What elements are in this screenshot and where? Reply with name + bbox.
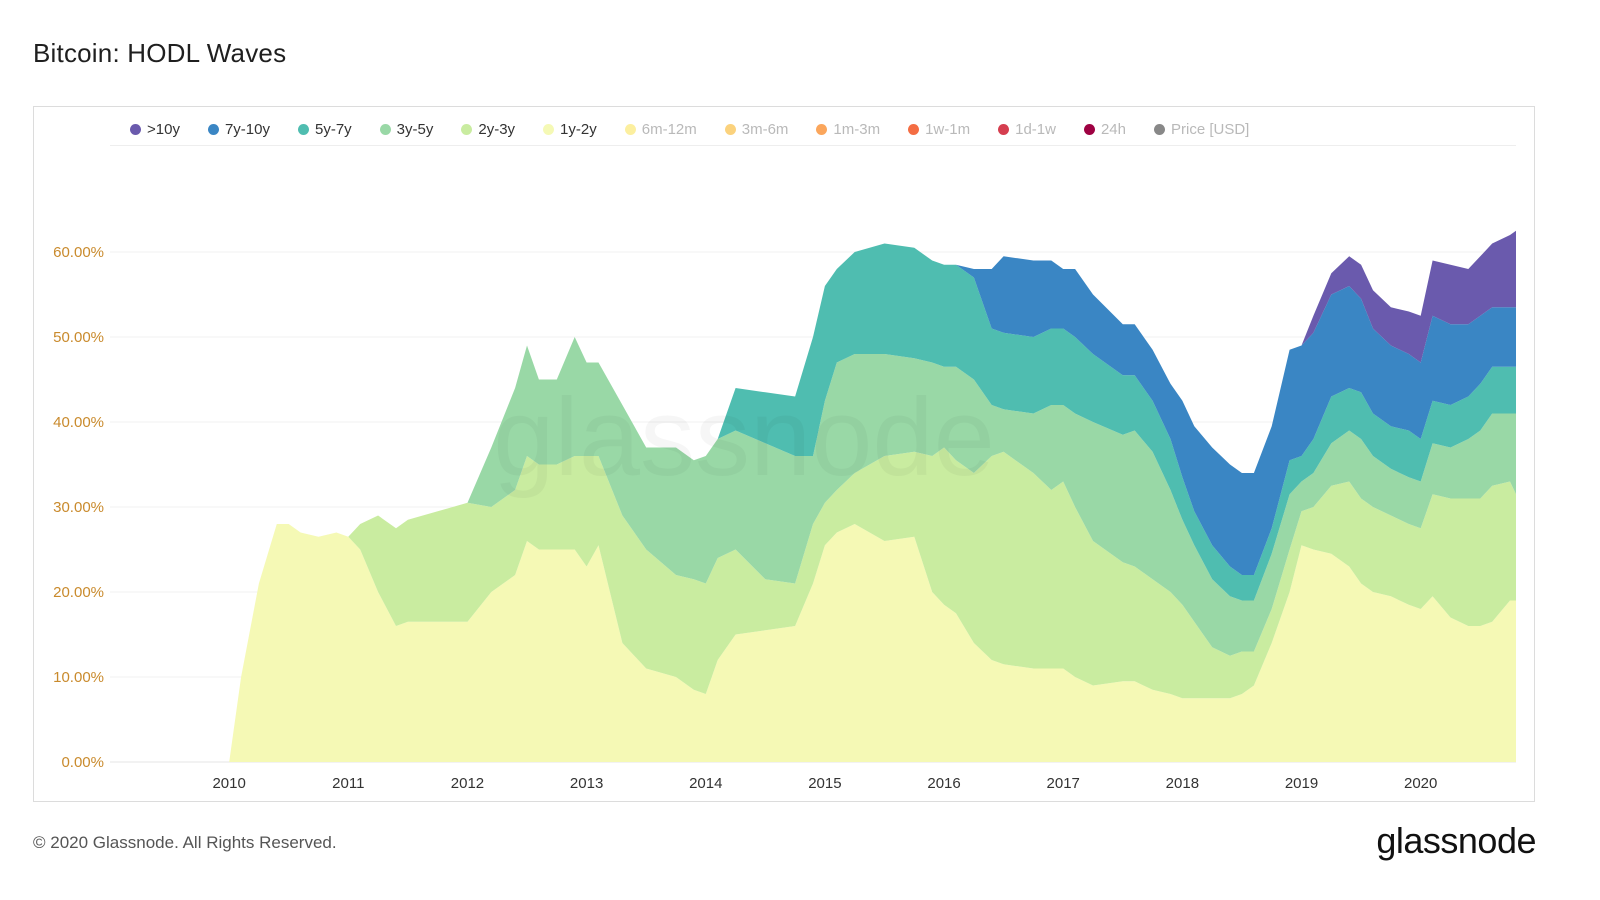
area-series-3y-5y bbox=[229, 337, 1517, 762]
y-tick-label: 0.00% bbox=[61, 754, 104, 771]
legend-item[interactable]: 5y-7y bbox=[297, 120, 352, 138]
legend-item[interactable]: 1y-2y bbox=[543, 121, 597, 138]
copyright-text: © 2020 Glassnode. All Rights Reserved. bbox=[33, 833, 337, 852]
x-tick-label: 2014 bbox=[689, 775, 722, 792]
legend-swatch bbox=[130, 123, 141, 135]
legend-item[interactable]: 1w-1m bbox=[908, 121, 970, 138]
legend-label: >10y bbox=[147, 120, 180, 138]
y-tick-label: 40.00% bbox=[53, 414, 104, 431]
x-tick-label: 2013 bbox=[570, 775, 603, 792]
legend-swatch bbox=[998, 123, 1010, 135]
x-tick-label: 2019 bbox=[1285, 775, 1318, 792]
legend-item[interactable]: 24h bbox=[1083, 120, 1126, 138]
chart-legend: >10y 7y-10y 5y-7y 3y-5y 2y-3y 1y-2y 6m-12m 3m-6… bbox=[130, 117, 1530, 141]
legend-label: 3y-5y bbox=[396, 120, 434, 138]
y-tick-label: 50.00% bbox=[53, 329, 104, 346]
legend-item[interactable]: 3y-5y bbox=[379, 120, 434, 138]
legend-item[interactable]: 2y-3y bbox=[461, 121, 515, 138]
area-series-5y-7y bbox=[229, 243, 1517, 762]
area-series-7y-10y bbox=[229, 243, 1517, 762]
legend-swatch bbox=[461, 123, 473, 135]
legend-swatch bbox=[297, 123, 309, 135]
legend-item[interactable]: 6m-12m bbox=[624, 120, 697, 138]
legend-swatch bbox=[543, 123, 555, 135]
legend-label: 2y-3y bbox=[478, 120, 516, 138]
x-tick-label: 2012 bbox=[451, 775, 484, 792]
hodl-waves-chart: 0.00% 10.00% 20.00% 30.00% 40.00% 50.00% 60.00… bbox=[53, 230, 1517, 792]
page-title: Bitcoin: HODL Waves bbox=[33, 38, 287, 68]
legend-divider bbox=[110, 145, 1516, 146]
area-series-2y-3y bbox=[229, 447, 1517, 762]
legend-swatch bbox=[379, 123, 391, 135]
legend-label: 1d-1w bbox=[1015, 120, 1056, 138]
legend-label: 3m-6m bbox=[741, 120, 789, 138]
legend-swatch bbox=[207, 123, 219, 135]
area-series-1y-2y bbox=[229, 524, 1517, 762]
legend-item[interactable]: 1d-1w bbox=[998, 121, 1056, 138]
y-tick-label: 60.00% bbox=[53, 244, 104, 261]
x-tick-label: 2017 bbox=[1047, 775, 1080, 792]
legend-swatch bbox=[908, 123, 920, 135]
legend-swatch bbox=[1154, 123, 1165, 135]
legend-item[interactable]: 7y-10y bbox=[207, 120, 270, 138]
chart-frame: >10y 7y-10y 5y-7y 3y-5y 2y-3y 1y-2y 6m-12m 3m-6… bbox=[33, 106, 1535, 802]
glassnode-logo: glassnode bbox=[1376, 820, 1536, 861]
legend-label: 5y-7y bbox=[314, 120, 352, 138]
y-tick-label: 10.00% bbox=[53, 669, 104, 686]
legend-swatch bbox=[816, 123, 828, 135]
legend-label: 1w-1m bbox=[925, 120, 971, 138]
y-tick-label: 30.00% bbox=[53, 499, 104, 516]
x-tick-label: 2020 bbox=[1404, 775, 1437, 792]
legend-label: 7y-10y bbox=[224, 120, 270, 138]
legend-item[interactable]: Price [USD] bbox=[1154, 121, 1249, 138]
legend-label: 1y-2y bbox=[560, 120, 597, 138]
watermark: glassnode bbox=[493, 376, 995, 499]
legend-item[interactable]: 1m-3m bbox=[816, 121, 880, 138]
x-tick-label: 2011 bbox=[332, 775, 364, 792]
legend-label: Price [USD] bbox=[1171, 120, 1250, 138]
x-tick-label: 2016 bbox=[927, 775, 960, 792]
legend-swatch bbox=[1083, 123, 1095, 135]
y-tick-label: 20.00% bbox=[53, 584, 104, 601]
legend-label: 24h bbox=[1100, 120, 1126, 138]
legend-item[interactable]: >10y bbox=[130, 121, 180, 138]
legend-item[interactable]: 3m-6m bbox=[724, 120, 789, 138]
legend-swatch bbox=[724, 123, 736, 135]
legend-label: 1m-3m bbox=[833, 120, 881, 138]
x-tick-label: 2015 bbox=[808, 775, 841, 792]
legend-swatch bbox=[624, 123, 636, 135]
x-tick-label: 2018 bbox=[1166, 775, 1199, 792]
legend-label: 6m-12m bbox=[641, 120, 697, 138]
x-tick-label: 2010 bbox=[212, 775, 245, 792]
